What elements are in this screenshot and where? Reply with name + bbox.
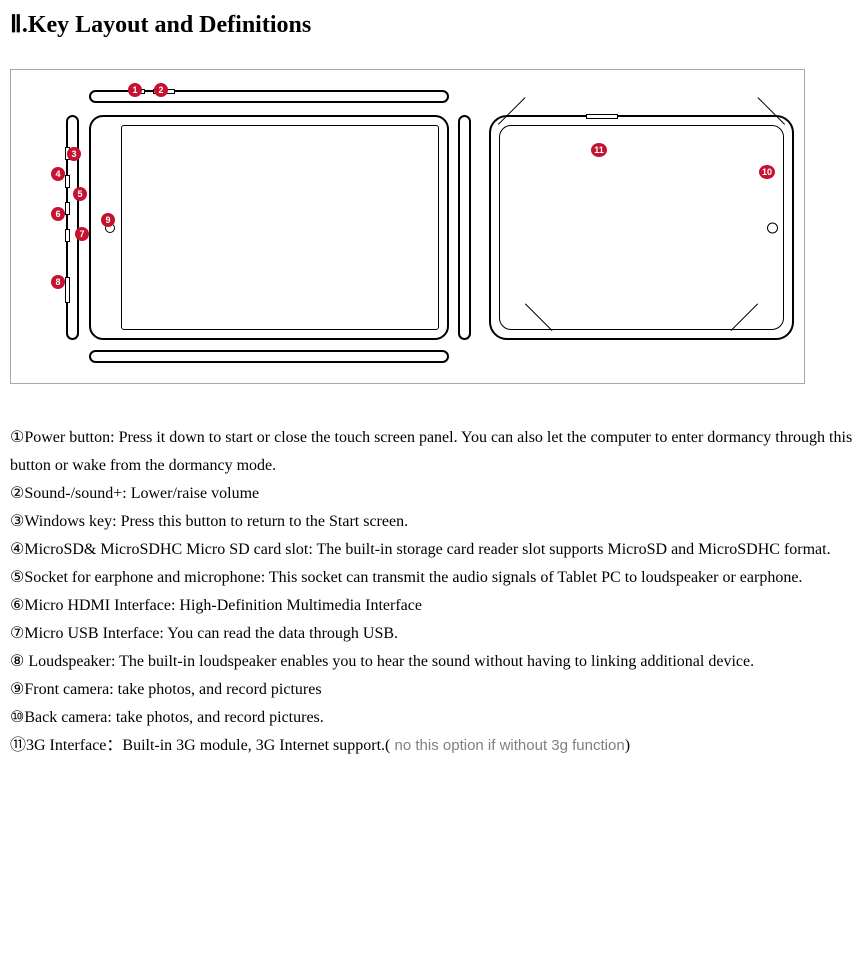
def-1: ①Power button: Press it down to start or…: [10, 424, 853, 480]
badge-11: 11: [591, 143, 607, 157]
tablet-top-edge: [89, 90, 449, 103]
def-10: ⑩Back camera: take photos, and record pi…: [10, 704, 853, 732]
tablet-back-view: [489, 115, 794, 340]
def-6: ⑥Micro HDMI Interface: High-Definition M…: [10, 592, 853, 620]
badge-10: 10: [759, 165, 775, 179]
tablet-back-panel: [499, 125, 784, 330]
badge-3: 3: [67, 147, 81, 161]
def-7: ⑦Micro USB Interface: You can read the d…: [10, 620, 853, 648]
key-layout-diagram: 1 2 3 4 5 6 7 8 9 11 10: [10, 69, 805, 384]
gray-note: no this option if without 3g function: [390, 737, 624, 754]
badge-7: 7: [75, 227, 89, 241]
badge-1: 1: [128, 83, 142, 97]
def-2: ②Sound-/sound+: Lower/raise volume: [10, 480, 853, 508]
def-11: ⑪3G Interface：Built-in 3G module, 3G Int…: [10, 732, 853, 760]
badge-5: 5: [73, 187, 87, 201]
badge-4: 4: [51, 167, 65, 181]
badge-8: 8: [51, 275, 65, 289]
tablet-screen: [121, 125, 439, 330]
badge-2: 2: [154, 83, 168, 97]
tablet-front-view: [89, 115, 449, 340]
definitions-list: ①Power button: Press it down to start or…: [10, 424, 853, 760]
def-3: ③Windows key: Press this button to retur…: [10, 508, 853, 536]
tablet-right-edge: [458, 115, 471, 340]
def-4: ④MicroSD& MicroSDHC Micro SD card slot: …: [10, 536, 853, 564]
def-9: ⑨Front camera: take photos, and record p…: [10, 676, 853, 704]
def-5: ⑤Socket for earphone and microphone: Thi…: [10, 564, 853, 592]
badge-9: 9: [101, 213, 115, 227]
tablet-bottom-edge: [89, 350, 449, 363]
back-camera: [767, 222, 778, 233]
badge-6: 6: [51, 207, 65, 221]
def-8: ⑧ Loudspeaker: The built-in loudspeaker …: [10, 648, 853, 676]
section-heading: Ⅱ.Key Layout and Definitions: [10, 10, 853, 39]
